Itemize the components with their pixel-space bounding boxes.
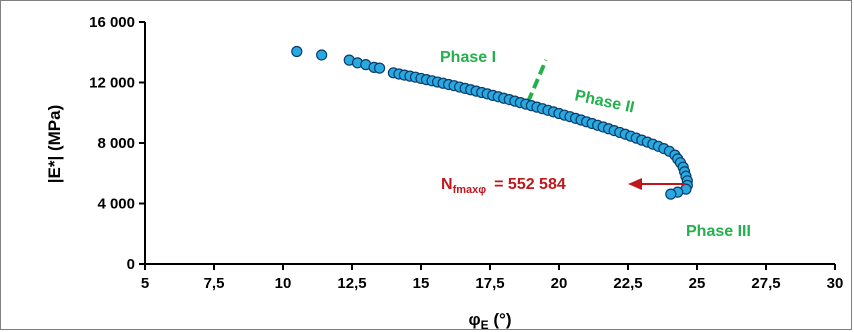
x-axis-label-sub: E: [481, 318, 489, 332]
data-point: [665, 188, 677, 200]
phase-divider: [526, 59, 548, 103]
x-tick-label: 25: [689, 275, 706, 292]
x-tick-label: 5: [141, 275, 149, 292]
x-tick-label: 27,5: [751, 275, 780, 292]
phase-3-label: Phase III: [686, 223, 751, 240]
phase-1-label: Phase I: [440, 49, 496, 66]
x-tick-labels: 5 7,5 10 12,5 15 17,5 20 22,5 25 27,5 30: [141, 275, 844, 292]
data-point: [291, 45, 303, 58]
failure-arrow: [628, 178, 685, 190]
data-point: [316, 49, 328, 61]
arrow-head: [628, 178, 642, 190]
data-point: [374, 62, 386, 74]
failure-cycles-symbol: N: [441, 176, 453, 193]
y-tick-label: 0: [127, 256, 135, 273]
y-tick-label: 8 000: [97, 135, 135, 152]
axes: [139, 21, 836, 270]
x-tick-label: 22,5: [613, 275, 642, 292]
y-tick-label: 4 000: [97, 196, 135, 213]
x-tick-label: 7,5: [204, 275, 225, 292]
phase-2-label: Phase II: [573, 87, 636, 116]
y-axis-label-text: |E*| (MPa): [45, 105, 64, 183]
failure-cycles-value: = 552 584: [494, 176, 566, 193]
y-tick-label: 16 000: [89, 14, 135, 31]
x-axis-label-main: φ: [468, 310, 480, 329]
x-tick-label: 15: [413, 275, 430, 292]
y-tick-label: 12 000: [89, 75, 135, 92]
y-tick-labels: 0 4 000 8 000 12 000 16 000: [89, 14, 135, 273]
x-tick-label: 30: [827, 275, 844, 292]
phase-divider-line: [526, 59, 548, 103]
x-tick-label: 20: [551, 275, 568, 292]
y-axis-label: |E*| (MPa): [45, 105, 64, 183]
x-tick-label: 10: [275, 275, 292, 292]
failure-cycles-label: Nfmaxφ = 552 584: [441, 176, 566, 196]
data-points: [291, 45, 693, 200]
x-tick-label: 17,5: [475, 275, 504, 292]
x-tick-label: 12,5: [337, 275, 366, 292]
failure-cycles-subscript: fmaxφ: [453, 184, 487, 196]
x-axis-label: φE (°): [468, 310, 511, 332]
x-axis-label-unit: (°): [489, 310, 512, 329]
